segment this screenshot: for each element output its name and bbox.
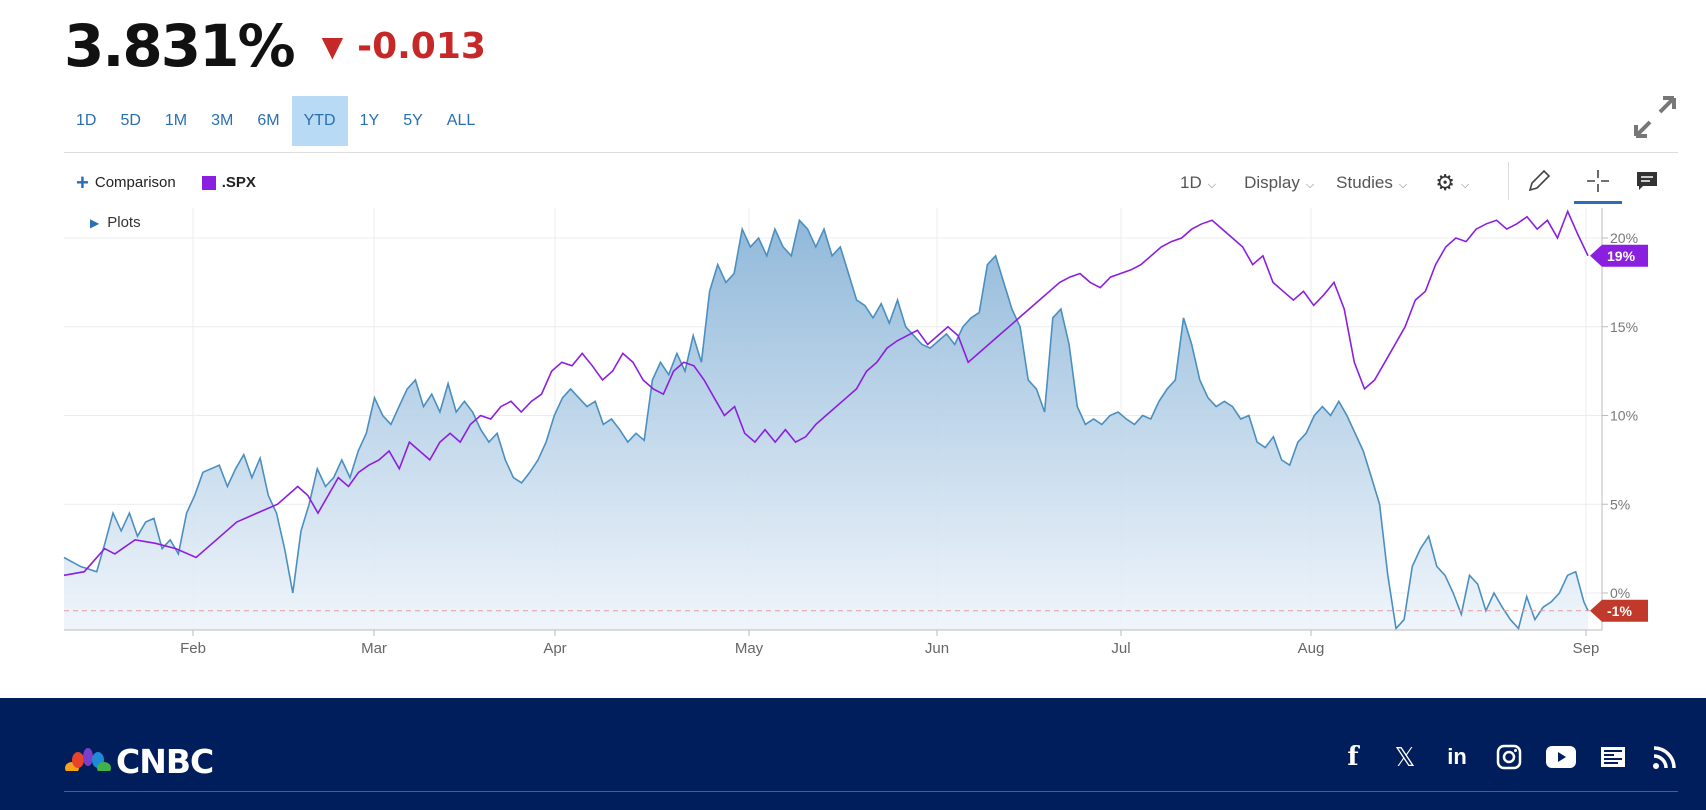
toolbar-separator	[1508, 162, 1509, 200]
yield-last-badge: -1%	[1590, 599, 1648, 622]
y-tick-label: 10%	[1610, 408, 1638, 424]
comment-icon[interactable]	[1630, 164, 1664, 198]
change-value: -0.013	[357, 25, 486, 67]
x-tick-label: Feb	[180, 640, 206, 657]
range-tab-1m[interactable]: 1M	[164, 112, 188, 129]
yield-line	[63, 218, 1589, 631]
x-tick-label: Aug	[1298, 640, 1325, 657]
crosshair-icon[interactable]	[1581, 164, 1615, 198]
interval-label: 1D	[1180, 173, 1202, 192]
yield-last-badge-text: -1%	[1607, 603, 1632, 619]
social-links: f 𝕏 in	[1316, 742, 1680, 772]
spx-line	[63, 209, 1589, 577]
header-divider	[64, 152, 1678, 153]
comparison-bar: + Comparison .SPX	[76, 169, 256, 195]
y-tick-label: 15%	[1610, 319, 1638, 335]
spx-last-badge: 19%	[1590, 244, 1648, 267]
chevron-down-icon: ⌵	[1460, 178, 1470, 191]
chart-toolbar: 1D ⌵ Display ⌵ Studies ⌵ ⚙ ⌵	[1180, 170, 1497, 196]
yield-last-badge-shape	[1590, 599, 1648, 622]
series-label[interactable]: .SPX	[221, 174, 256, 191]
down-triangle-icon: ▼	[321, 29, 344, 63]
x-tick-label: May	[735, 640, 764, 657]
spx-last-badge-text: 19%	[1607, 248, 1636, 264]
x-tick-label: Sep	[1573, 640, 1600, 657]
youtube-icon[interactable]	[1546, 742, 1576, 772]
footer-divider	[64, 791, 1678, 792]
x-icon[interactable]: 𝕏	[1394, 741, 1416, 772]
plots-label: Plots	[107, 214, 141, 231]
range-tab-1y[interactable]: 1Y	[359, 112, 380, 129]
pencil-icon[interactable]	[1522, 164, 1556, 198]
settings-dropdown[interactable]: ⚙ ⌵	[1435, 170, 1469, 196]
plots-toggle[interactable]: ▶ Plots	[90, 214, 141, 231]
peacock-icon	[64, 747, 112, 777]
display-dropdown[interactable]: Display ⌵	[1244, 173, 1314, 193]
expand-icon[interactable]	[1632, 94, 1678, 140]
x-tick-label: Jun	[925, 640, 949, 657]
range-tab-6m[interactable]: 6M	[257, 112, 280, 129]
plus-icon[interactable]: +	[76, 169, 89, 195]
logo-text: CNBC	[116, 742, 214, 781]
instagram-icon[interactable]	[1494, 742, 1524, 772]
range-tab-3m[interactable]: 3M	[211, 112, 234, 129]
studies-label: Studies	[1336, 173, 1393, 192]
y-tick-label: 0%	[1610, 585, 1630, 601]
spx-series	[63, 209, 1589, 577]
chart-axes: 0% 5% 10% 15% 20% Feb Mar Apr May Jun Jul Aug Sep 19%…	[64, 208, 1648, 657]
facebook-icon[interactable]: f	[1347, 742, 1359, 772]
last-price: 3.831%	[64, 12, 296, 80]
studies-dropdown[interactable]: Studies ⌵	[1336, 173, 1407, 193]
chevron-down-icon: ⌵	[1398, 178, 1408, 191]
display-label: Display	[1244, 173, 1300, 192]
time-range-tabs: 1D 5D 1M 3M 6M YTD 1Y 5Y ALL	[64, 96, 487, 146]
cnbc-logo[interactable]: CNBC	[64, 742, 214, 781]
y-tick-label: 20%	[1610, 230, 1638, 246]
quote-header: 3.831% ▼ -0.013	[64, 12, 486, 80]
rss-icon[interactable]	[1650, 742, 1680, 772]
yield-series	[63, 218, 1602, 631]
newsletter-icon[interactable]	[1598, 742, 1628, 772]
x-tick-label: Jul	[1111, 640, 1130, 657]
site-footer: CNBC f 𝕏 in	[0, 698, 1706, 810]
crosshair-active-indicator	[1574, 201, 1622, 204]
range-tab-1d[interactable]: 1D	[76, 112, 97, 129]
range-tab-5y[interactable]: 5Y	[403, 112, 423, 129]
x-tick-label: Mar	[361, 640, 387, 657]
spx-last-badge-shape	[1590, 244, 1648, 267]
range-tab-all[interactable]: ALL	[446, 112, 476, 129]
triangle-right-icon: ▶	[90, 215, 100, 230]
comparison-button[interactable]: Comparison	[94, 174, 176, 191]
series-swatch	[201, 175, 216, 190]
interval-dropdown[interactable]: 1D ⌵	[1180, 173, 1216, 193]
chevron-down-icon: ⌵	[1305, 178, 1315, 191]
chevron-down-icon: ⌵	[1207, 178, 1217, 191]
range-tab-5d[interactable]: 5D	[120, 112, 141, 129]
yield-area-fill	[64, 220, 1588, 631]
gear-icon: ⚙	[1435, 170, 1455, 195]
range-tab-ytd[interactable]: YTD	[291, 96, 348, 146]
yield-chart[interactable]: 0% 5% 10% 15% 20% Feb Mar Apr May Jun Jul Aug Sep 19%…	[0, 200, 1706, 670]
y-tick-label: 5%	[1610, 496, 1630, 512]
x-tick-label: Apr	[543, 640, 566, 657]
price-change: ▼ -0.013	[322, 26, 486, 67]
linkedin-icon[interactable]: in	[1447, 744, 1467, 769]
